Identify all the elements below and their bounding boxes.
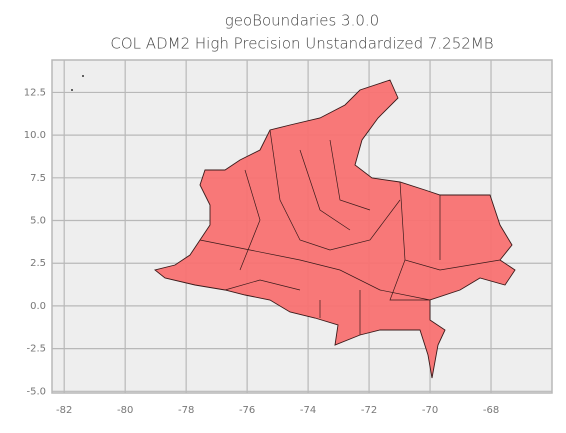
y-tick-label: -2.5 xyxy=(26,344,46,355)
y-tick-label: 0.0 xyxy=(30,301,46,312)
y-tick-label: 5.0 xyxy=(30,216,46,227)
chart-subtitle: COL ADM2 High Precision Unstandardized 7… xyxy=(110,35,493,53)
internal-boundaries xyxy=(199,129,501,335)
y-tick-label: -5.0 xyxy=(26,386,46,397)
chart-title: geoBoundaries 3.0.0 xyxy=(225,12,379,30)
x-tick-label: -70 xyxy=(422,405,438,416)
x-tick-label: -82 xyxy=(56,405,72,416)
y-tick-label: 10.0 xyxy=(24,130,46,141)
x-tick-label: -80 xyxy=(117,405,133,416)
country-shape xyxy=(154,79,516,379)
y-tick-label: 2.5 xyxy=(30,258,46,269)
y-tick-label: 7.5 xyxy=(30,173,46,184)
x-tick-label: -78 xyxy=(178,405,194,416)
x-tick-label: -76 xyxy=(239,405,255,416)
island xyxy=(82,75,84,77)
island xyxy=(71,89,73,91)
y-tick-label: 12.5 xyxy=(24,87,46,98)
x-tick-label: -68 xyxy=(483,405,499,416)
x-tick-label: -74 xyxy=(300,405,316,416)
x-tick-label: -72 xyxy=(361,405,377,416)
plot-frame xyxy=(51,59,553,394)
map xyxy=(71,75,516,379)
